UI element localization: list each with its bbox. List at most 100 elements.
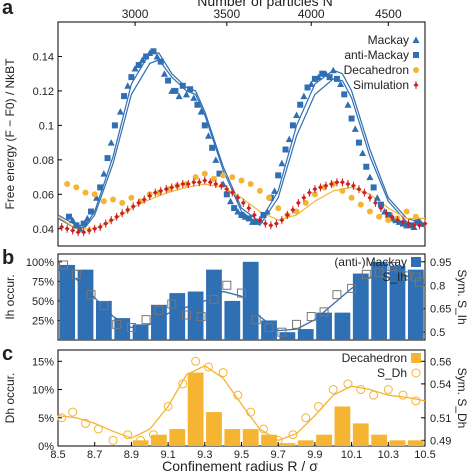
point-anti-mackay bbox=[143, 53, 150, 60]
top-tick-label: 3000 bbox=[122, 7, 149, 21]
legend-swatch-c bbox=[411, 353, 421, 363]
bar-b bbox=[334, 312, 351, 340]
symmetry-point-b bbox=[112, 319, 122, 329]
symmetry-point-b bbox=[154, 305, 164, 315]
symmetry-point-b bbox=[86, 290, 96, 300]
point-decahedron bbox=[220, 172, 227, 179]
legend-symbol-b: S_Ih bbox=[382, 270, 407, 284]
ytick-label-a: 0.14 bbox=[33, 51, 54, 63]
bar-b bbox=[77, 269, 94, 340]
point-anti-mackay bbox=[231, 205, 238, 212]
top-tick-label: 4500 bbox=[375, 7, 402, 21]
point-simulation bbox=[86, 227, 92, 233]
ytick-label-c: 15% bbox=[32, 356, 54, 368]
symmetry-point-c bbox=[246, 407, 256, 417]
ytick-label-c: 10% bbox=[32, 385, 54, 397]
point-anti-mackay bbox=[209, 144, 216, 151]
point-mackay bbox=[182, 90, 190, 98]
symmetry-point-c bbox=[314, 401, 324, 411]
point-simulation bbox=[158, 188, 164, 194]
point-mackay bbox=[116, 108, 124, 115]
symmetry-point-c bbox=[191, 356, 201, 366]
point-mackay bbox=[175, 92, 183, 100]
symmetry-point-c bbox=[148, 430, 158, 440]
point-simulation bbox=[389, 214, 395, 220]
symmetry-point-c bbox=[369, 390, 379, 400]
point-simulation bbox=[180, 181, 186, 187]
bar-c bbox=[224, 429, 241, 446]
symmetry-point-c bbox=[81, 418, 91, 428]
symmetry-point-b bbox=[292, 319, 302, 329]
symmetry-point-b bbox=[237, 288, 246, 298]
point-mackay bbox=[138, 56, 146, 63]
bar-b bbox=[297, 329, 314, 340]
point-decahedron bbox=[376, 213, 383, 220]
point-anti-mackay bbox=[121, 93, 128, 100]
ytick-label-right-b: 0.65 bbox=[430, 304, 451, 316]
bottom-tick-label: 8.7 bbox=[87, 449, 102, 461]
bar-c bbox=[187, 372, 204, 446]
point-anti-mackay bbox=[111, 122, 118, 129]
bar-c bbox=[132, 440, 149, 446]
point-simulation bbox=[92, 226, 98, 232]
point-simulation bbox=[174, 183, 180, 189]
bottom-tick-label: 9.7 bbox=[271, 449, 286, 461]
point-anti-mackay bbox=[311, 75, 318, 82]
point-simulation bbox=[339, 179, 345, 185]
ytick-label-b: 25% bbox=[32, 315, 54, 327]
ytick-label-b: 50% bbox=[32, 296, 54, 308]
point-simulation bbox=[367, 195, 373, 201]
point-mackay bbox=[131, 65, 139, 72]
point-simulation bbox=[383, 210, 389, 216]
point-simulation bbox=[119, 210, 125, 216]
fit-line-c bbox=[57, 365, 426, 442]
point-mackay bbox=[366, 173, 374, 181]
point-decahedron bbox=[412, 213, 419, 220]
point-decahedron bbox=[256, 187, 263, 194]
bar-c bbox=[169, 429, 186, 446]
point-simulation bbox=[306, 190, 312, 196]
point-decahedron bbox=[229, 174, 236, 181]
point-anti-mackay bbox=[73, 222, 80, 229]
legend-swatch-b bbox=[411, 257, 421, 267]
ytick-label-right-c: 0.51 bbox=[430, 413, 451, 425]
top-tick-label: 3500 bbox=[213, 7, 240, 21]
point-simulation bbox=[378, 205, 384, 211]
ytick-label-a: 0.04 bbox=[33, 224, 54, 236]
point-decahedron bbox=[339, 187, 346, 194]
symmetry-point-b bbox=[126, 322, 136, 332]
point-anti-mackay bbox=[88, 208, 95, 215]
bottom-tick-label: 9.3 bbox=[197, 449, 212, 461]
point-mackay bbox=[100, 170, 108, 177]
point-anti-mackay bbox=[355, 139, 362, 146]
point-mackay bbox=[300, 92, 308, 100]
symmetry-point-c bbox=[136, 435, 146, 445]
panel-a-free-energy: 0.04 0.06 0.08 0.1 0.12 0.14 Free energy (F − … bbox=[3, 21, 428, 247]
point-decahedron bbox=[201, 170, 208, 177]
point-anti-mackay bbox=[80, 220, 87, 227]
point-anti-mackay bbox=[66, 213, 73, 220]
point-decahedron bbox=[128, 194, 135, 201]
point-decahedron bbox=[238, 177, 245, 184]
point-simulation bbox=[262, 221, 268, 227]
point-simulation bbox=[301, 195, 307, 201]
panel-letter-b: b bbox=[2, 247, 14, 269]
ytick-label-a: 0.12 bbox=[33, 86, 54, 98]
symmetry-point-c bbox=[259, 424, 269, 434]
point-simulation bbox=[235, 195, 241, 201]
point-simulation bbox=[251, 212, 257, 218]
point-simulation bbox=[361, 190, 367, 196]
point-simulation bbox=[229, 190, 235, 196]
bar-b bbox=[224, 300, 241, 340]
point-simulation bbox=[224, 186, 230, 192]
bottom-tick-label: 9.1 bbox=[160, 449, 175, 461]
symmetry-point-c bbox=[356, 385, 366, 395]
point-simulation bbox=[136, 200, 142, 206]
point-decahedron bbox=[91, 191, 98, 198]
point-anti-mackay bbox=[289, 122, 296, 129]
point-anti-mackay bbox=[385, 211, 392, 218]
bar-b bbox=[59, 264, 76, 340]
symmetry-point-b bbox=[181, 310, 191, 320]
point-mackay bbox=[285, 135, 293, 143]
symmetry-point-b bbox=[414, 277, 424, 287]
